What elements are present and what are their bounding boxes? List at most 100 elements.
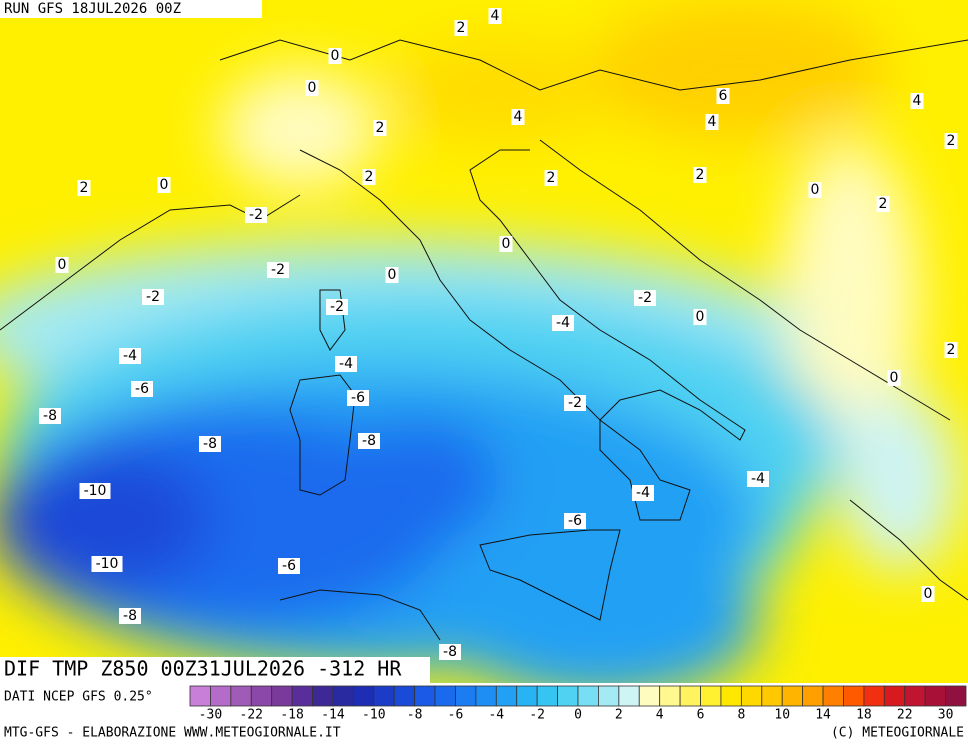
contour-label: -2 bbox=[330, 299, 344, 315]
contour-label-box bbox=[921, 586, 935, 602]
colorbar-swatch bbox=[577, 685, 599, 707]
contour-label: -2 bbox=[638, 290, 652, 306]
contour-label-box bbox=[808, 182, 822, 198]
colorbar-label: -6 bbox=[448, 708, 464, 723]
colorbar-swatch bbox=[679, 685, 701, 707]
contour-label: -8 bbox=[123, 608, 137, 624]
contour-label-box bbox=[693, 309, 707, 325]
contour-label-box bbox=[199, 436, 221, 452]
contour-label-box bbox=[564, 513, 586, 529]
colorbar-label: 30 bbox=[938, 708, 954, 723]
contour-label: -4 bbox=[339, 356, 353, 372]
colorbar-swatch bbox=[659, 685, 681, 707]
contour-label-box bbox=[119, 348, 141, 364]
contour-label-box bbox=[632, 485, 654, 501]
colorbar-label: -22 bbox=[240, 708, 263, 723]
colorbar-swatch bbox=[312, 685, 334, 707]
colorbar-label: -30 bbox=[199, 708, 222, 723]
contour-label-box bbox=[634, 290, 656, 306]
contour-label: -2 bbox=[146, 289, 160, 305]
colorbar-swatch bbox=[414, 685, 436, 707]
footer-right: (C) METEOGIORNALE bbox=[831, 726, 964, 741]
contour-label-box bbox=[944, 342, 958, 358]
contour-label-box bbox=[267, 262, 289, 278]
contour-label: -6 bbox=[282, 558, 296, 574]
contour-label: -6 bbox=[351, 390, 365, 406]
contour-label-box bbox=[142, 289, 164, 305]
colorbar-label: -2 bbox=[529, 708, 545, 723]
colorbar-label: 18 bbox=[856, 708, 872, 723]
contour-label: -10 bbox=[84, 483, 107, 499]
colorbar-label: 0 bbox=[574, 708, 582, 723]
contour-label: -6 bbox=[135, 381, 149, 397]
contour-label: 2 bbox=[80, 180, 89, 196]
contour-label-box bbox=[91, 556, 123, 572]
colorbar-swatch bbox=[189, 685, 211, 707]
contour-label-box bbox=[131, 381, 153, 397]
colorbar-swatch bbox=[945, 685, 967, 707]
contour-label: -4 bbox=[123, 348, 137, 364]
contour-label-box bbox=[328, 48, 342, 64]
colorbar-label: -14 bbox=[321, 708, 345, 723]
colorbar-swatch bbox=[924, 685, 946, 707]
contour-label-box bbox=[362, 169, 376, 185]
colorbar-label: 8 bbox=[737, 708, 745, 723]
contour-label: -4 bbox=[636, 485, 650, 501]
colorbar-swatch bbox=[720, 685, 742, 707]
colorbar-swatch bbox=[230, 685, 252, 707]
contour-label: -2 bbox=[249, 207, 263, 223]
contour-label: 2 bbox=[947, 133, 956, 149]
contour-label-box bbox=[747, 471, 769, 487]
contour-label: -8 bbox=[203, 436, 217, 452]
contour-label: 2 bbox=[376, 120, 385, 136]
contour-label-box bbox=[887, 370, 901, 386]
contour-label: 2 bbox=[365, 169, 374, 185]
contour-label-box bbox=[716, 88, 730, 104]
colorbar-swatch bbox=[740, 685, 763, 707]
contour-label: 0 bbox=[388, 267, 397, 283]
contour-label-box bbox=[454, 20, 468, 36]
contour-label-box bbox=[326, 299, 348, 315]
colorbar-swatch bbox=[618, 685, 640, 707]
colorbar-swatch bbox=[434, 685, 456, 707]
colorbar-swatch bbox=[700, 685, 722, 707]
contour-label-box bbox=[157, 177, 171, 193]
contour-label: 2 bbox=[547, 170, 556, 186]
contour-label: -2 bbox=[568, 395, 582, 411]
contour-label: 0 bbox=[160, 177, 169, 193]
contour-label-box bbox=[385, 267, 399, 283]
colorbar-swatch bbox=[455, 685, 477, 707]
contour-label: 0 bbox=[502, 236, 511, 252]
colorbar-swatch bbox=[761, 685, 783, 707]
contour-label: 0 bbox=[331, 48, 340, 64]
colorbar-swatch bbox=[352, 685, 375, 707]
contour-label-box bbox=[373, 120, 387, 136]
colorbar-swatch bbox=[516, 685, 538, 707]
contour-label: 0 bbox=[308, 80, 317, 96]
contour-label-box bbox=[564, 395, 586, 411]
contour-label-box bbox=[488, 8, 502, 24]
contour-label: -10 bbox=[96, 556, 119, 572]
contour-label-box bbox=[358, 433, 380, 449]
colorbar-swatch bbox=[291, 685, 313, 707]
contour-label: 4 bbox=[913, 93, 922, 109]
contour-label: 2 bbox=[457, 20, 466, 36]
contour-label-box bbox=[347, 390, 369, 406]
contour-label-box bbox=[439, 644, 461, 660]
colorbar-swatch bbox=[536, 685, 558, 707]
contour-label-box bbox=[55, 257, 69, 273]
contour-label-box bbox=[77, 180, 91, 196]
contour-label: 4 bbox=[491, 8, 500, 24]
colorbar-swatch bbox=[557, 685, 579, 707]
footer-left: MTG-GFS - ELABORAZIONE WWW.METEOGIORNALE… bbox=[4, 726, 341, 741]
contour-label-box bbox=[245, 207, 267, 223]
colorbar-swatch bbox=[210, 685, 232, 707]
contour-label: -8 bbox=[43, 408, 57, 424]
run-label: RUN GFS 18JUL2026 00Z bbox=[4, 1, 181, 17]
colorbar-label: -10 bbox=[362, 708, 385, 723]
contour-label: -2 bbox=[271, 262, 285, 278]
contour-label: 0 bbox=[58, 257, 67, 273]
